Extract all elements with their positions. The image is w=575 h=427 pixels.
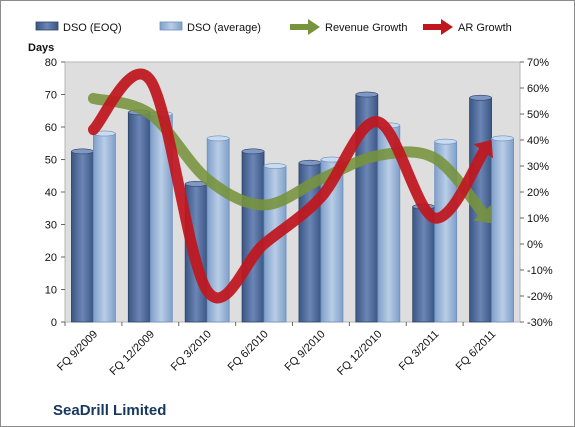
right-tick-label: -10% [527, 265, 553, 277]
legend-label: DSO (average) [187, 22, 261, 34]
left-tick-label: 30 [45, 220, 57, 232]
legend-item-revenue-growth: Revenue Growth [290, 19, 408, 35]
right-tick-label: -20% [527, 291, 553, 303]
left-tick-label: 70 [45, 90, 57, 102]
left-tick-label: 80 [45, 57, 57, 69]
left-tick-label: 60 [45, 122, 57, 134]
right-tick-label: 50% [527, 109, 549, 121]
bar-dso-average--5 [320, 156, 344, 323]
arrowhead-revenue-growth [473, 204, 492, 224]
legend-label: DSO (EOQ) [63, 22, 122, 34]
company-label: SeaDrill Limited [53, 402, 166, 419]
legend-item-dso-average-: DSO (average) [159, 21, 261, 34]
bar-dso-eoq--2 [127, 109, 151, 323]
legend: DSO (EOQ) DSO (average) Revenue Growth AR G… [35, 19, 512, 35]
legend-item-ar-growth: AR Growth [423, 19, 512, 35]
bar-dso-average--1 [93, 130, 116, 323]
arrowhead-ar-growth [473, 140, 494, 159]
legend-arrow [308, 19, 320, 35]
left-tick-label: 40 [45, 187, 57, 199]
bar-dso-eoq--4 [241, 148, 265, 323]
legend-arrow [441, 19, 453, 35]
right-tick-label: 20% [527, 187, 549, 199]
right-tick-label: 10% [527, 213, 549, 225]
legend-swatch [159, 21, 183, 31]
line-layer [87, 68, 494, 304]
legend-label: AR Growth [458, 22, 512, 34]
right-tick-label: 70% [527, 57, 549, 69]
bar-dso-eoq--1 [71, 148, 94, 323]
line-revenue-growth [87, 92, 491, 222]
left-axis: 0 10 20 30 40 50 60 70 80 [45, 57, 65, 329]
left-tick-label: 20 [45, 252, 57, 264]
series-ar-growth [87, 68, 494, 304]
legend-label: Revenue Growth [325, 22, 408, 34]
bar-dso-average--7 [434, 138, 458, 323]
legend-swatch [35, 21, 59, 31]
bar-dso-average--8 [491, 135, 514, 323]
left-tick-label: 50 [45, 155, 57, 167]
line-ar-growth [87, 68, 492, 304]
left-axis-title: Days [28, 42, 54, 54]
right-tick-label: 30% [527, 161, 549, 173]
left-tick-label: 0 [51, 317, 57, 329]
right-tick-label: -30% [527, 317, 553, 329]
series-revenue-growth [87, 92, 492, 224]
right-tick-label: 40% [527, 135, 549, 147]
legend-item-dso-eoq-: DSO (EOQ) [35, 21, 122, 34]
right-tick-label: 0% [527, 239, 543, 251]
right-axis: -30% -20% -10% 0% 10% 20% 30% 40% 50% 60% 70% [520, 57, 553, 329]
left-tick-label: 10 [45, 285, 57, 297]
right-tick-label: 60% [527, 83, 549, 95]
